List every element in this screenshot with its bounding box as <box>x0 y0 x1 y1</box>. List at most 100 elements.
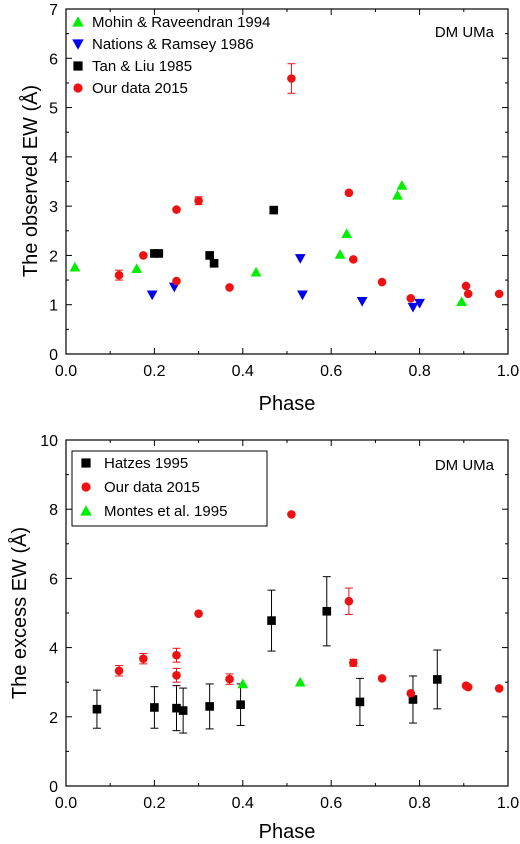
observed-ew-point <box>209 259 219 268</box>
observed-ew-point <box>294 254 306 264</box>
observed-ew-legend-marker <box>73 61 83 71</box>
observed-ew-point <box>194 196 203 206</box>
observed-ew-ytick-label: 1 <box>49 298 58 315</box>
excess-ew-point <box>194 609 203 618</box>
excess-ew-point <box>463 682 473 692</box>
observed-ew-point <box>463 289 473 299</box>
excess-ew-point <box>237 678 249 689</box>
chart-excess-ew-legend: Hatzes 1995 Our data 2015 Montes et al. 19… <box>80 455 227 520</box>
observed-ew-xtick-label: 0.4 <box>232 363 254 380</box>
chart-excess-ew-annotation: DM UMa <box>435 457 495 474</box>
observed-ew-point <box>494 289 504 299</box>
excess-ew-ytick-label: 10 <box>40 433 58 450</box>
observed-ew-point <box>250 266 262 277</box>
excess-ew-legend-marker <box>80 505 92 516</box>
observed-ew-point <box>172 276 181 286</box>
observed-ew-point <box>356 296 368 307</box>
excess-ew-legend-marker <box>81 482 91 492</box>
excess-ew-xtick-label: 0.8 <box>408 795 430 812</box>
observed-ew-point <box>150 249 159 258</box>
observed-ew-legend-marker <box>72 39 84 50</box>
chart-excess-ew: 0.0 0.2 0.4 0.6 0.8 1.0 0 2 4 6 8 10 Phase The exce… <box>8 433 519 843</box>
observed-ew-ytick-label: 6 <box>49 51 58 68</box>
observed-ew-xtick-label: 0.0 <box>55 363 77 380</box>
observed-ew-xtick-label: 0.2 <box>143 363 165 380</box>
observed-ew-point <box>377 277 387 287</box>
observed-ew-point <box>146 290 158 301</box>
excess-ew-ytick-label: 8 <box>49 502 58 519</box>
chart-observed-ew-legend: Mohin & Raveendran 1994 Nations & Ramsey … <box>72 14 270 97</box>
excess-ew-point <box>322 606 332 616</box>
observed-ew-legend-marker <box>73 83 83 93</box>
observed-ew-point <box>269 205 279 215</box>
observed-ew-point <box>225 283 234 292</box>
observed-ew-ytick-label: 5 <box>49 101 58 118</box>
observed-ew-ytick-label: 2 <box>49 248 58 265</box>
excess-ew-point <box>178 706 188 715</box>
chart-excess-ew-ticks <box>65 439 509 787</box>
excess-ew-point <box>267 616 276 625</box>
chart-observed-ew-ylabel: The observed EW (Å) <box>19 85 42 277</box>
observed-ew-xtick-label: 1.0 <box>497 363 519 380</box>
excess-ew-point <box>205 702 214 711</box>
excess-ew-point <box>494 684 504 693</box>
observed-ew-point <box>456 296 467 307</box>
observed-ew-point <box>406 294 416 303</box>
chart-observed-ew-annotation: DM UMa <box>435 24 495 41</box>
observed-ew-point <box>396 180 408 190</box>
excess-ew-legend-label: Hatzes 1995 <box>104 455 188 472</box>
chart-observed-ew-tick-labels: 0.0 0.2 0.4 0.6 0.8 1.0 0 1 2 3 4 5 6 7 <box>49 2 519 380</box>
excess-ew-xtick-label: 0.2 <box>143 795 165 812</box>
observed-ew-point <box>392 189 403 200</box>
excess-ew-point <box>139 654 148 663</box>
observed-ew-point <box>205 251 214 260</box>
observed-ew-ytick-label: 4 <box>49 150 58 167</box>
observed-ew-ytick-label: 3 <box>49 199 58 216</box>
observed-ew-point <box>414 298 425 309</box>
chart-excess-ew-legend-box <box>71 450 268 527</box>
chart-observed-ew-ticks <box>65 8 509 355</box>
excess-ew-point <box>236 700 245 709</box>
observed-ew-point <box>349 255 358 264</box>
excess-ew-legend-label: Montes et al. 1995 <box>104 503 227 520</box>
excess-ew-xtick-label: 0.0 <box>55 795 77 812</box>
chart-excess-ew-xlabel: Phase <box>259 821 316 843</box>
observed-ew-point <box>334 249 346 259</box>
observed-ew-point <box>407 302 419 313</box>
observed-ew-legend-label: Mohin & Raveendran 1994 <box>92 14 270 31</box>
excess-ew-point <box>344 596 354 606</box>
observed-ew-point <box>287 74 296 83</box>
observed-ew-point <box>69 261 81 272</box>
excess-ew-point <box>172 703 181 713</box>
excess-ew-ytick-label: 2 <box>49 710 58 727</box>
observed-ew-point <box>154 249 164 258</box>
excess-ew-point <box>92 704 102 714</box>
excess-ew-legend-label: Our data 2015 <box>104 479 200 496</box>
excess-ew-xtick-label: 0.4 <box>232 795 254 812</box>
excess-ew-point <box>150 703 159 712</box>
chart-excess-ew-ylabel: The excess EW (Å) <box>8 527 31 699</box>
excess-ew-ytick-label: 4 <box>49 641 58 658</box>
excess-ew-point <box>114 666 124 676</box>
observed-ew-point <box>461 281 471 291</box>
excess-ew-point <box>406 688 416 698</box>
excess-ew-point <box>225 674 234 684</box>
excess-ew-point <box>287 510 296 519</box>
observed-ew-point <box>341 228 353 239</box>
excess-ew-xtick-label: 0.6 <box>320 795 342 812</box>
excess-ew-point <box>172 650 181 660</box>
excess-ew-legend-marker <box>81 458 91 468</box>
excess-ew-point <box>408 695 418 704</box>
chart-observed-ew-xlabel: Phase <box>259 393 316 415</box>
excess-ew-point <box>377 674 387 683</box>
observed-ew-xtick-label: 0.6 <box>320 363 342 380</box>
excess-ew-point <box>355 697 365 707</box>
excess-ew-point <box>294 676 306 687</box>
observed-ew-point <box>131 263 143 274</box>
observed-ew-point <box>139 251 148 260</box>
chart-excess-ew-tick-labels: 0.0 0.2 0.4 0.6 0.8 1.0 0 2 4 6 8 10 <box>40 433 519 812</box>
observed-ew-point <box>297 290 308 301</box>
excess-ew-ytick-label: 6 <box>49 571 58 588</box>
excess-ew-point <box>172 670 181 680</box>
